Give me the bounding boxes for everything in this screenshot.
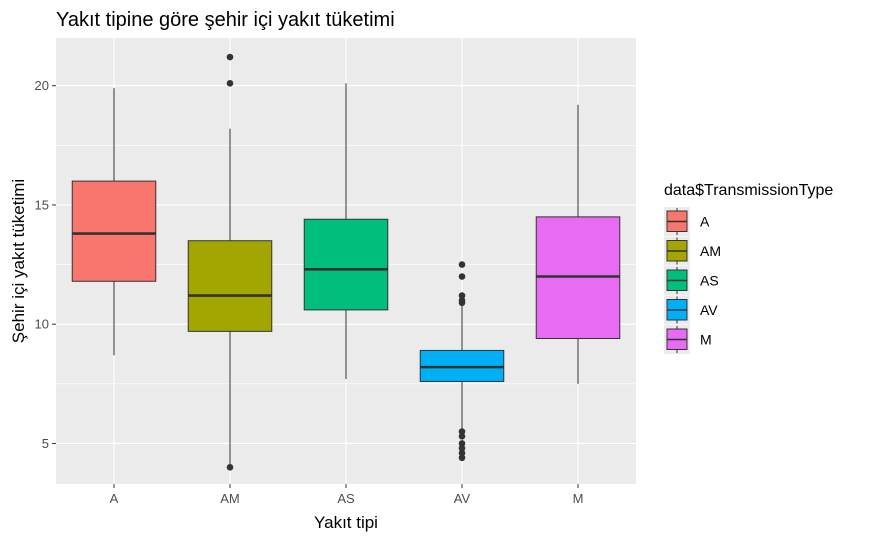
y-tick-label: 10	[35, 317, 49, 332]
legend-label: AV	[700, 302, 718, 318]
legend: data$TransmissionType A AM AS AV M	[664, 182, 833, 354]
x-axis-title: Yakıt tipi	[314, 513, 378, 532]
outlier-point	[226, 80, 234, 87]
outlier-point	[458, 261, 466, 268]
box-body	[187, 240, 273, 332]
legend-label: AS	[700, 272, 719, 288]
x-tick-label: M	[573, 491, 584, 506]
legend-item-AV: AV	[664, 295, 718, 325]
x-tick-label: AS	[337, 491, 355, 506]
legend-item-AS: AS	[664, 266, 719, 295]
y-tick-label: 15	[35, 197, 49, 212]
x-tick-label: AV	[454, 491, 471, 506]
box-AV	[419, 261, 505, 462]
outlier-point	[226, 53, 234, 61]
legend-item-AM: AM	[664, 236, 721, 266]
box-AS	[303, 83, 389, 380]
legend-label: M	[700, 331, 712, 347]
outlier-point	[458, 449, 466, 457]
x-tick-label: AM	[220, 491, 240, 506]
outlier-point	[458, 273, 466, 280]
y-axis-title: Şehir içi yakıt tüketimi	[9, 179, 28, 343]
legend-item-M: M	[664, 325, 712, 354]
legend-label: AM	[700, 243, 721, 259]
legend-item-A: A	[664, 207, 710, 236]
outlier-point	[458, 432, 466, 440]
boxes	[71, 53, 621, 471]
box-M	[535, 104, 621, 384]
y-tick-label: 5	[42, 436, 49, 451]
legend-label: A	[700, 213, 710, 229]
axis-ticks: 5 10 15 20 A AM AS AV M	[35, 78, 584, 506]
legend-title: data$TransmissionType	[664, 182, 833, 199]
box-body	[71, 180, 157, 282]
chart-title: Yakıt tipine göre şehir içi yakıt tüketi…	[56, 9, 395, 31]
outlier-point	[458, 454, 466, 462]
outlier-point	[458, 444, 466, 452]
outlier-point	[458, 292, 466, 299]
box-A	[71, 88, 157, 356]
y-tick-label: 20	[35, 78, 49, 93]
box-AM	[187, 53, 273, 471]
outlier-point	[226, 464, 234, 471]
outlier-point	[458, 297, 466, 304]
outlier-point	[458, 428, 466, 435]
outlier-point	[458, 440, 466, 447]
box-body	[303, 218, 389, 311]
x-tick-label: A	[110, 491, 119, 506]
